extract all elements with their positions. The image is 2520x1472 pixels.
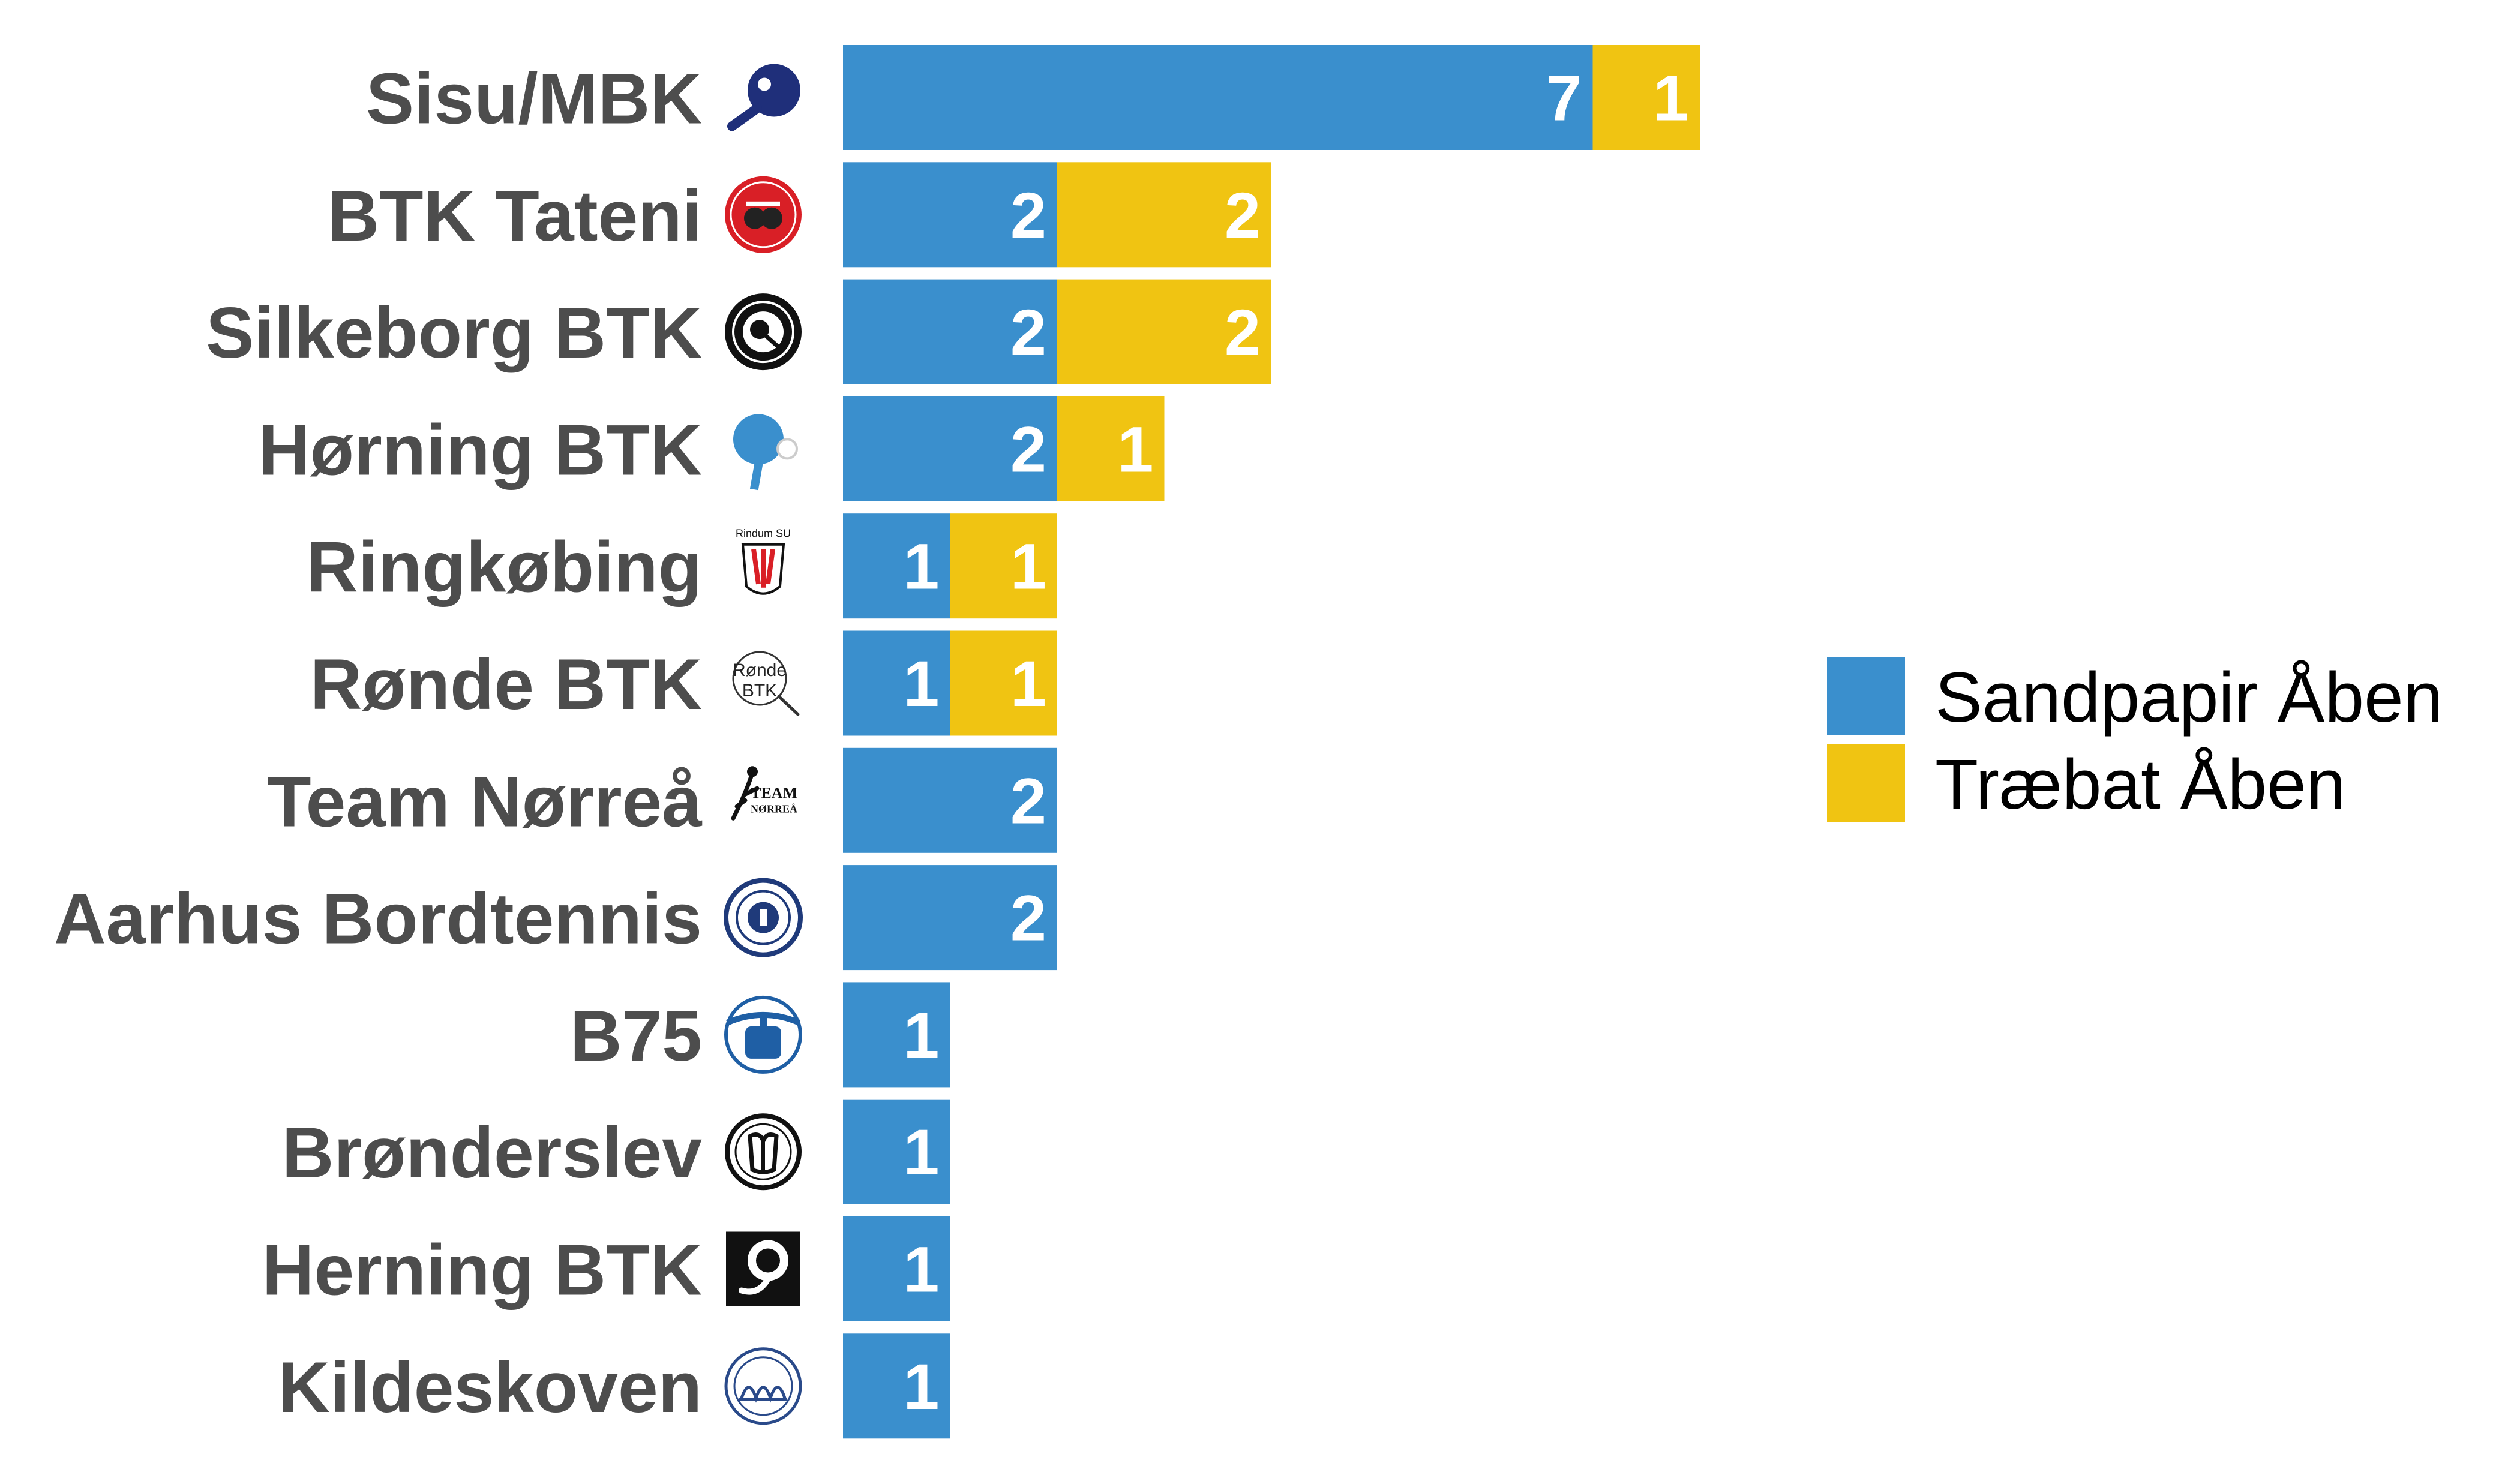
bronderslev-logo [725,1113,802,1191]
herning-logo [726,1231,800,1306]
legend-label-traebat: Træbat Åben [1935,745,2345,824]
paddle-icon-navy [727,64,800,131]
bar-traebat-horning-btk [1057,396,1165,501]
bar-value-label-sandpapir-b75: 1 [903,999,939,1071]
bar-sandpapir-sisu-mbk [843,45,1593,150]
category-label-bronderslev: Brønderslev [282,1113,703,1193]
b75-logo [724,995,802,1074]
legend-label-sandpapir: Sandpapir Åben [1935,658,2443,737]
category-label-aarhus-bordtennis: Aarhus Bordtennis [54,879,702,959]
bar-value-label-sandpapir-btk-tateni: 2 [1010,179,1046,251]
bar-sandpapir-ringkobing [843,513,950,619]
category-label-sisu-mbk: Sisu/MBK [366,59,702,139]
bar-sandpapir-aarhus-bordtennis [843,865,1057,971]
bar-sandpapir-ronde-btk [843,630,950,736]
category-label-silkeborg-btk: Silkeborg BTK [206,293,702,373]
bar-value-label-sandpapir-bronderslev: 1 [903,1116,939,1188]
category-label-team-norrea: Team Nørreå [267,761,703,842]
logo-text-ronde: Rønde [733,660,787,680]
bar-sandpapir-btk-tateni [843,162,1057,268]
bar-value-label-sandpapir-kildeskoven: 1 [903,1350,939,1423]
bar-traebat-sisu-mbk [1592,45,1700,150]
category-label-ringkobing: Ringkøbing [306,527,702,608]
bar-value-label-sandpapir-ringkobing: 1 [903,530,939,603]
bar-value-label-sandpapir-team-norrea: 2 [1010,764,1046,837]
logo-text-norrea: NØRREÅ [751,803,797,815]
bar-value-label-traebat-silkeborg-btk: 2 [1225,296,1261,368]
bar-value-label-sandpapir-herning-btk: 1 [903,1233,939,1306]
bar-traebat-btk-tateni [1057,162,1271,268]
category-label-herning-btk: Herning BTK [262,1230,702,1311]
bar-value-label-sandpapir-aarhus-bordtennis: 2 [1010,882,1046,954]
tateni-logo [725,176,802,253]
bar-value-label-sandpapir-sisu-mbk: 7 [1546,62,1582,134]
bar-sandpapir-herning-btk [843,1216,950,1321]
bar-sandpapir-horning-btk [843,396,1057,501]
bar-traebat-ronde-btk [950,630,1057,736]
bar-sandpapir-bronderslev [843,1099,950,1204]
aarhus-logo [724,878,803,957]
kildeskoven-logo [724,1347,802,1425]
category-label-ronde-btk: Rønde BTK [310,644,702,725]
logo-text-team: TEAM [751,784,797,801]
logo-text-rindum: Rindum SU [736,528,791,540]
ringkobing-logo: Rindum SU [736,528,791,595]
bar-value-label-traebat-btk-tateni: 2 [1225,179,1261,251]
category-labels: Sisu/MBK BTK Tateni Silkeborg BTK Hørning B… [54,59,703,1428]
bar-value-label-traebat-sisu-mbk: 1 [1653,62,1689,134]
legend-swatch-traebat [1827,744,1905,822]
bar-value-label-traebat-horning-btk: 1 [1117,413,1153,485]
bar-traebat-ringkobing [950,513,1057,619]
bar-value-label-sandpapir-silkeborg-btk: 2 [1010,296,1046,368]
category-label-btk-tateni: BTK Tateni [328,176,702,256]
bar-value-label-sandpapir-ronde-btk: 1 [903,647,939,720]
legend-swatch-sandpapir [1827,657,1905,735]
paddle-icon-blue [733,414,798,491]
bar-sandpapir-team-norrea [843,747,1057,853]
bar-sandpapir-silkeborg-btk [843,279,1057,384]
category-label-b75: B75 [570,996,702,1076]
logo-text-btk: BTK [742,681,777,701]
category-label-horning-btk: Hørning BTK [258,410,702,490]
team-norrea-logo: TEAM NØRREÅ [731,766,797,821]
silkeborg-logo [725,293,802,371]
category-label-kildeskoven: Kildeskoven [278,1347,702,1428]
bar-sandpapir-b75 [843,982,950,1088]
bar-value-label-traebat-ronde-btk: 1 [1010,647,1046,720]
legend: Sandpapir Åben Træbat Åben [1827,657,2443,824]
bar-sandpapir-kildeskoven [843,1333,950,1439]
bar-value-label-sandpapir-horning-btk: 2 [1010,413,1046,485]
bar-value-label-traebat-ringkobing: 1 [1010,530,1046,603]
bar-traebat-silkeborg-btk [1057,279,1271,384]
